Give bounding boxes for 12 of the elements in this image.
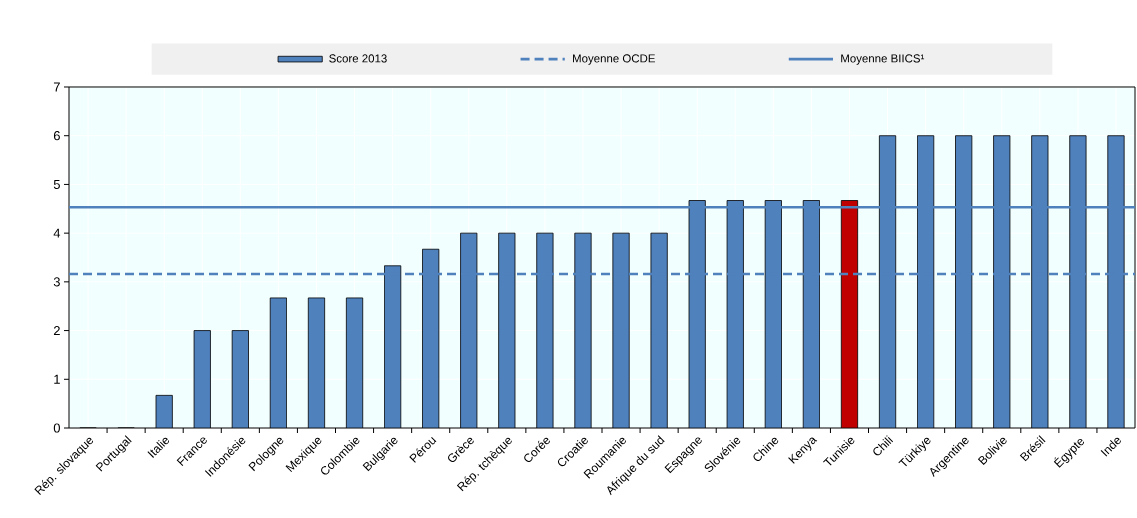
y-tick-label: 5 bbox=[53, 179, 60, 189]
y-tick-label: 6 bbox=[53, 131, 60, 141]
y-tick-label: 0 bbox=[53, 423, 60, 433]
legend-label: Moyenne OCDE bbox=[573, 54, 655, 65]
y-tick-label: 2 bbox=[53, 326, 60, 336]
legend-label: Moyenne BIICS¹ bbox=[841, 54, 925, 65]
y-tick-label: 7 bbox=[53, 82, 60, 92]
x-tick-label: Inde bbox=[1100, 437, 1121, 457]
y-tick-label: 1 bbox=[54, 374, 60, 384]
y-tick-label: 3 bbox=[53, 277, 60, 287]
legend-label: Score 2013 bbox=[329, 54, 387, 63]
y-tick-label: 4 bbox=[53, 228, 61, 238]
